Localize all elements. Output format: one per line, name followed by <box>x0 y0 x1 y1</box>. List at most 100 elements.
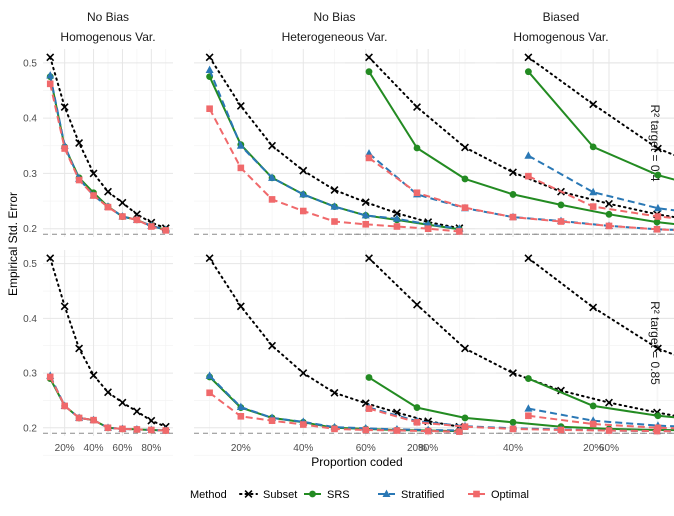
data-point-optimal <box>206 105 213 113</box>
data-point-subset <box>60 302 69 311</box>
data-point-optimal <box>654 213 662 220</box>
x-axis-title: Proportion coded <box>311 455 402 469</box>
data-point-subset <box>461 143 469 152</box>
y-tick-label: 0.3 <box>23 169 37 180</box>
data-point-optimal <box>133 216 141 224</box>
x-tick-label: 80% <box>418 443 438 454</box>
strip-labels: No Bias Homogenous Var. No Bias Heterogeneo… <box>60 10 662 385</box>
column-strip-label-2: Heterogeneous Var. <box>282 30 388 44</box>
data-point-srs <box>589 402 597 410</box>
data-point-optimal <box>393 223 401 230</box>
x-tick-label: 80% <box>141 443 161 454</box>
legend-title: Method <box>190 489 227 501</box>
series-line-stratified <box>208 69 460 230</box>
data-point-optimal <box>90 416 97 424</box>
data-point-optimal <box>75 414 83 422</box>
data-point-optimal <box>362 220 370 228</box>
series-line-subset <box>527 56 674 157</box>
legend-item-subset: Subset <box>239 489 297 501</box>
data-point-optimal <box>268 417 276 424</box>
data-point-stratified <box>268 173 277 181</box>
row-strip-label: R² target = 0.85 <box>648 301 662 385</box>
data-point-optimal <box>299 421 307 428</box>
data-point-optimal <box>162 427 170 434</box>
data-point-subset <box>509 369 517 378</box>
panel <box>46 53 170 234</box>
data-point-optimal <box>365 405 373 412</box>
legend-label: SRS <box>327 489 350 501</box>
panel <box>524 254 674 432</box>
data-point-optimal <box>61 402 68 410</box>
legend-key-marker <box>244 490 253 498</box>
data-point-stratified <box>392 214 401 222</box>
legend-key-marker <box>309 490 316 498</box>
x-tick-label: 20% <box>407 443 427 454</box>
data-point-optimal <box>75 176 83 184</box>
x-tick-label: 20% <box>55 443 75 454</box>
data-point-optimal <box>119 425 126 433</box>
series-line-optimal <box>527 175 674 220</box>
data-point-subset <box>461 344 469 353</box>
data-point-subset <box>205 53 214 62</box>
legend-item-stratified: Stratified <box>378 489 444 501</box>
data-point-subset <box>236 101 245 110</box>
data-point-optimal <box>413 419 421 426</box>
data-point-srs <box>365 68 373 76</box>
data-point-optimal <box>104 203 112 211</box>
y-tick-label: 0.4 <box>23 314 37 325</box>
series-line-srs <box>527 71 674 181</box>
data-point-optimal <box>148 426 155 434</box>
data-point-subset <box>75 344 84 353</box>
data-point-subset <box>205 254 214 263</box>
series-line-srs <box>528 377 674 419</box>
data-point-subset <box>365 254 373 263</box>
data-point-optimal <box>525 412 532 420</box>
data-point-optimal <box>133 426 141 433</box>
column-strip-label-2: Homogenous Var. <box>513 30 608 44</box>
data-point-srs <box>461 175 469 183</box>
x-tick-label: 40% <box>503 443 523 454</box>
data-point-subset <box>147 416 156 425</box>
data-point-subset <box>589 100 598 109</box>
data-point-optimal <box>90 192 97 199</box>
data-point-subset <box>653 144 662 153</box>
data-point-stratified <box>361 211 370 219</box>
data-point-optimal <box>509 213 517 221</box>
data-point-srs <box>653 218 661 226</box>
data-point-optimal <box>237 413 245 420</box>
column-strip-label-1: Biased <box>543 10 580 24</box>
data-point-subset <box>46 254 55 263</box>
data-point-srs <box>654 171 662 179</box>
data-point-stratified <box>236 141 245 149</box>
data-point-subset <box>392 209 401 218</box>
legend-label: Stratified <box>401 489 444 501</box>
data-point-subset <box>299 166 308 175</box>
legend-label: Optimal <box>491 489 529 501</box>
x-tick-label: 60% <box>356 443 376 454</box>
data-point-subset <box>524 254 533 263</box>
data-point-subset <box>89 169 98 178</box>
row-strip-label: R² target = 0.4 <box>648 104 662 181</box>
data-point-srs <box>461 414 469 422</box>
data-point-optimal <box>654 424 662 432</box>
series-line-subset <box>368 257 674 417</box>
data-point-optimal <box>268 196 276 203</box>
data-point-srs <box>589 143 597 151</box>
series-layer <box>46 53 674 435</box>
column-strip-label-1: No Bias <box>87 10 129 24</box>
data-point-optimal <box>653 225 661 233</box>
data-point-stratified <box>589 187 598 196</box>
x-tick-label: 20% <box>583 443 603 454</box>
data-point-optimal <box>605 427 613 434</box>
data-point-optimal <box>461 204 469 211</box>
data-point-srs <box>413 404 421 411</box>
data-point-subset <box>104 187 112 196</box>
data-point-subset <box>132 407 141 416</box>
data-point-optimal <box>331 218 338 225</box>
panel <box>205 254 464 435</box>
data-point-subset <box>268 341 277 350</box>
series-line-srs <box>368 71 674 226</box>
x-tick-label: 40% <box>293 443 313 454</box>
data-point-subset <box>330 186 339 194</box>
data-point-srs <box>509 418 517 426</box>
